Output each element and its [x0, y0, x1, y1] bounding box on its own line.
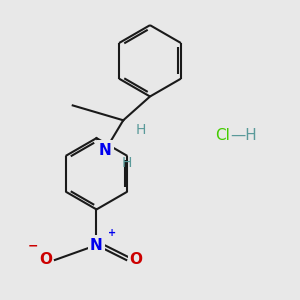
Text: O: O	[39, 253, 52, 268]
Text: N: N	[90, 238, 103, 253]
Text: H: H	[122, 156, 132, 170]
Text: +: +	[108, 228, 116, 238]
Text: −: −	[27, 239, 38, 253]
Text: Cl: Cl	[215, 128, 230, 142]
Text: —H: —H	[230, 128, 257, 142]
Text: O: O	[129, 253, 142, 268]
Text: N: N	[99, 142, 112, 158]
Text: H: H	[135, 123, 146, 137]
